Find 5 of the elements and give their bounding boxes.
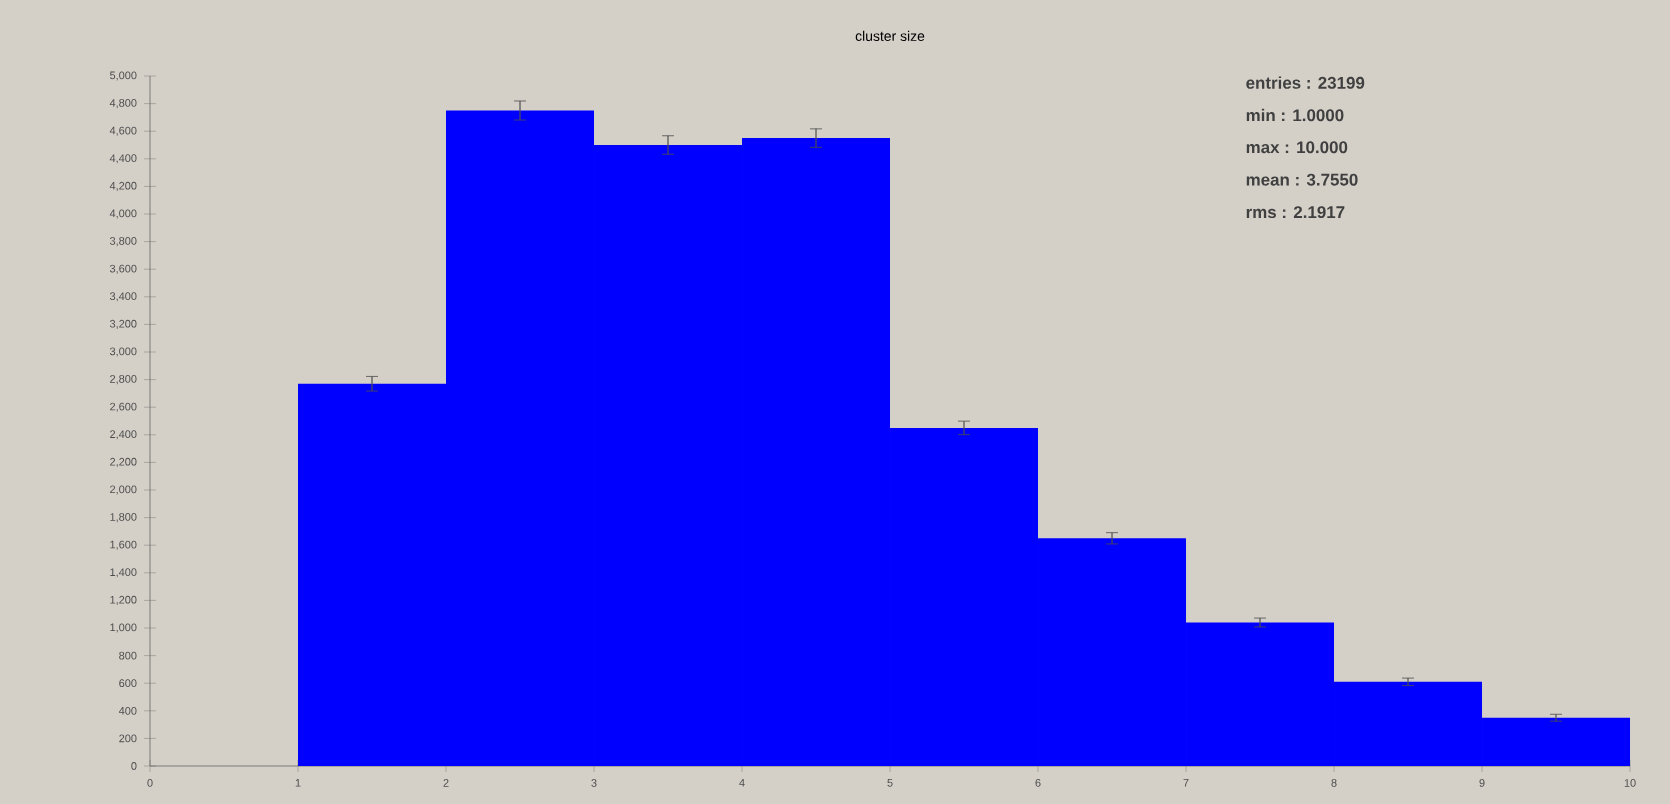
annotation: mean : 3.7550 xyxy=(1246,173,1358,186)
annotation: min : 1.0000 xyxy=(1246,108,1344,122)
annotation: rms : 2.1917 xyxy=(1246,206,1345,219)
annotation: entries : 23199 xyxy=(1246,76,1365,89)
annotation: max : 10.000 xyxy=(1246,141,1348,154)
